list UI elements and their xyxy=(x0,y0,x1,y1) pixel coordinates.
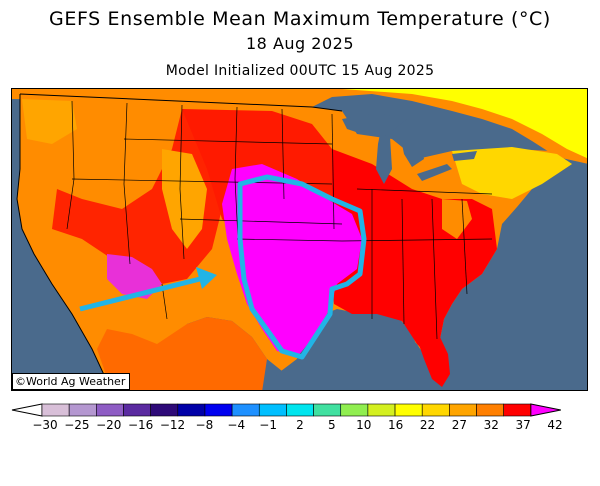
heat-outline-annotation xyxy=(237,174,367,360)
canada-east-yellow xyxy=(342,89,587,159)
border-line xyxy=(19,93,343,112)
legend-swatch xyxy=(68,403,97,417)
legend-tick-label: 42 xyxy=(547,418,563,432)
legend-swatch xyxy=(421,403,450,417)
legend-swatch xyxy=(258,403,287,417)
legend-tick-label: 22 xyxy=(419,418,436,432)
coastline xyxy=(16,94,112,390)
legend-swatch xyxy=(96,403,124,417)
legend-swatch xyxy=(394,403,423,417)
legend-tick-label: 5 xyxy=(328,418,336,432)
color-legend xyxy=(0,400,600,440)
arrow-annotation xyxy=(79,276,201,312)
lake-michigan xyxy=(376,134,392,184)
cool-zone-appalachia xyxy=(442,199,472,239)
legend-swatch xyxy=(313,403,342,417)
legend-swatch xyxy=(476,403,504,417)
legend-tick-label: 16 xyxy=(387,418,404,432)
legend-swatch xyxy=(204,403,233,417)
legend-swatch xyxy=(123,403,151,417)
gulf-of-mexico xyxy=(272,319,432,390)
cool-zone-rockies xyxy=(162,149,207,249)
arrow-head-icon xyxy=(196,267,217,289)
legend-swatch xyxy=(286,403,314,417)
legend-swatch xyxy=(449,403,477,417)
extreme-heat-plains xyxy=(222,164,362,357)
legend-tick-label: 32 xyxy=(483,418,499,432)
credit-label: ©World Ag Weather xyxy=(12,373,131,390)
temperature-map xyxy=(11,88,588,391)
legend-tick-label: 2 xyxy=(296,418,304,432)
legend-tick-label: −16 xyxy=(127,418,154,432)
valid-date: 18 Aug 2025 xyxy=(246,34,354,53)
legend-tick-label: −25 xyxy=(64,418,90,432)
lake-superior xyxy=(342,113,407,134)
legend-arrow-left xyxy=(11,403,43,417)
cool-zone-pacific-nw xyxy=(22,99,77,144)
model-init-label: Model Initialized 00UTC 15 Aug 2025 xyxy=(165,63,435,79)
legend-tick-label: −8 xyxy=(195,418,214,432)
legend-tick-label: 37 xyxy=(515,418,531,432)
legend-swatch xyxy=(231,403,260,417)
map-canvas xyxy=(12,89,587,390)
legend-bar xyxy=(11,403,561,417)
legend-arrow-right xyxy=(530,403,561,417)
canada-region xyxy=(12,89,587,164)
legend-tick-label: −12 xyxy=(159,418,186,432)
map-title: GEFS Ensemble Mean Maximum Temperature (… xyxy=(49,8,551,30)
lake-ontario xyxy=(452,151,477,161)
legend-swatch xyxy=(340,403,369,417)
legend-swatch xyxy=(367,403,396,417)
cool-zone-northeast xyxy=(452,147,572,199)
mexico-region xyxy=(97,317,267,390)
legend-swatch xyxy=(503,403,532,417)
lake-huron xyxy=(400,134,424,167)
legend-swatch xyxy=(177,403,206,417)
extreme-heat-southwest xyxy=(107,254,162,299)
legend-tick-label: 10 xyxy=(356,418,372,432)
legend-swatch xyxy=(150,403,179,417)
legend-tick-label: 27 xyxy=(451,418,468,432)
legend-tick-label: −30 xyxy=(32,418,58,432)
lake-erie xyxy=(417,164,452,181)
florida xyxy=(417,337,450,387)
legend-tick-label: −4 xyxy=(227,418,246,432)
legend-swatch xyxy=(41,403,70,417)
legend-tick-label: −1 xyxy=(259,418,277,432)
legend-tick-label: −20 xyxy=(96,418,122,432)
